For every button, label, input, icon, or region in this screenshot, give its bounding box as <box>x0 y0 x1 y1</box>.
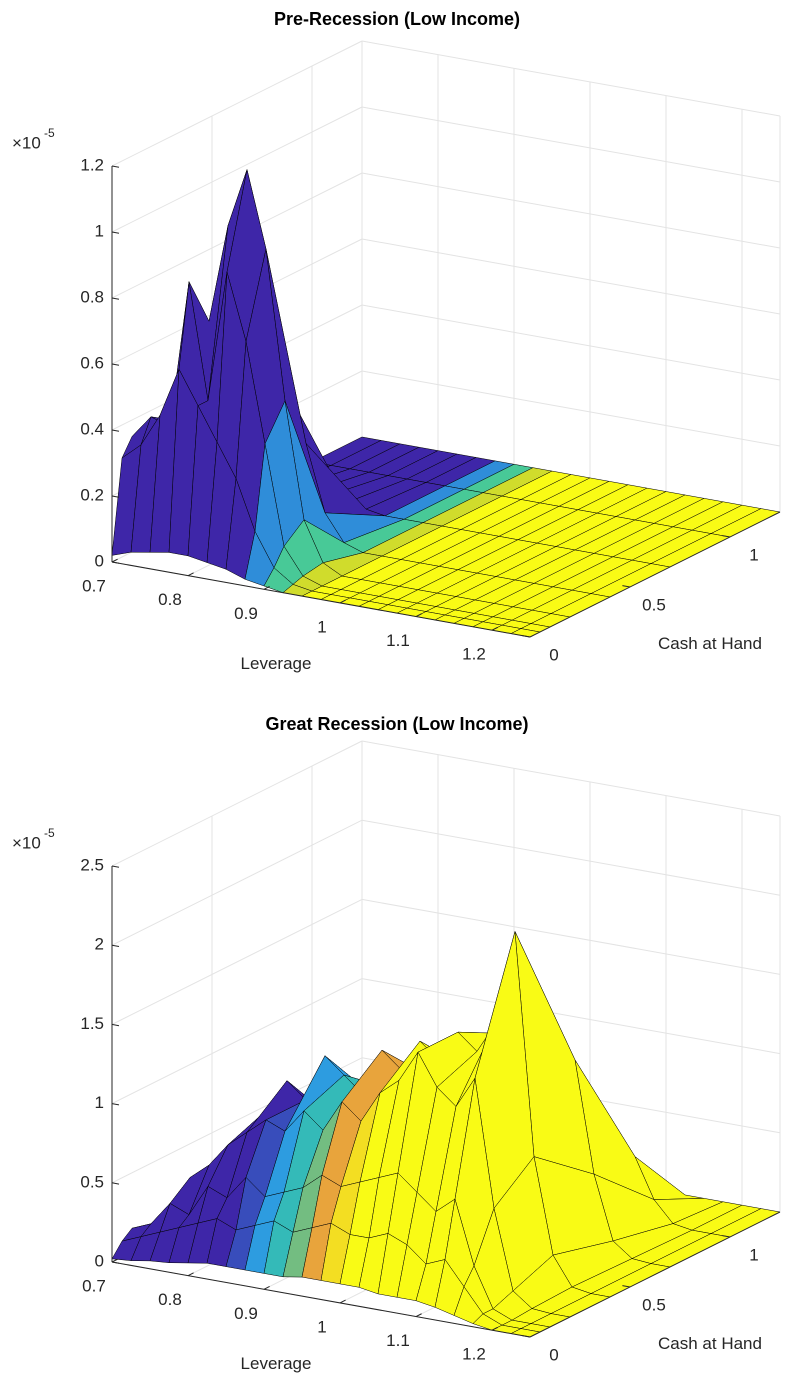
grid-line <box>361 238 781 315</box>
x-tick-label: 0.9 <box>234 1304 258 1323</box>
z-tick <box>111 1103 120 1106</box>
grid-line <box>111 819 363 946</box>
y-tick-label: 0 <box>549 645 558 664</box>
y-tick <box>522 635 531 638</box>
x-tick <box>415 613 422 617</box>
x-tick <box>263 586 270 590</box>
grid-line <box>361 172 781 249</box>
y-tick-label: 1 <box>749 545 758 564</box>
z-tick <box>111 429 120 432</box>
x-tick <box>187 1272 194 1277</box>
y-axis <box>529 511 781 638</box>
x-axis <box>111 561 531 638</box>
x-tick <box>111 1258 118 1263</box>
grid-line <box>111 740 363 867</box>
x-tick-label: 1.2 <box>462 645 486 664</box>
x-tick <box>339 599 346 604</box>
x-axis-label: Leverage <box>241 1354 312 1373</box>
y-axis-label: Cash at Hand <box>658 634 762 653</box>
x-tick-label: 1 <box>317 1317 326 1336</box>
grid-line <box>361 898 781 975</box>
grid-line <box>361 40 781 117</box>
z-multiplier: ×10 <box>12 133 41 152</box>
z-tick <box>111 495 120 498</box>
y-tick-label: 0.5 <box>642 1295 666 1314</box>
z-tick <box>111 363 120 366</box>
z-tick-label: 2.5 <box>80 855 104 874</box>
surface-chart: Pre-Recession (Low Income) 0 0.2 0.4 0.6 0.8 1… <box>12 9 781 673</box>
z-multiplier-exponent: -5 <box>44 126 55 140</box>
grid-line <box>361 370 781 447</box>
z-tick <box>111 944 120 947</box>
x-axis <box>111 1261 531 1338</box>
x-axis-label: Leverage <box>241 654 312 673</box>
z-tick-label: 0.6 <box>80 353 104 372</box>
y-axis <box>529 1211 781 1338</box>
z-tick <box>111 1261 120 1264</box>
z-tick-label: 0.8 <box>80 287 104 306</box>
y-tick-label: 1 <box>749 1245 758 1264</box>
x-tick-label: 0.9 <box>234 604 258 623</box>
chart-title: Great Recession (Low Income) <box>265 714 528 734</box>
z-tick-label: 0.5 <box>80 1172 104 1191</box>
z-tick <box>111 231 120 234</box>
x-tick <box>339 1299 346 1304</box>
z-tick-label: 1 <box>95 1093 104 1112</box>
y-tick <box>622 1285 631 1288</box>
surface-chart: Great Recession (Low Income) 0 0.5 1 1.5 2 2.5… <box>12 714 781 1373</box>
z-tick <box>111 865 120 868</box>
z-tick <box>111 1023 120 1027</box>
grid-line <box>361 304 781 381</box>
y-tick <box>722 1235 731 1238</box>
y-tick <box>722 535 731 538</box>
x-tick-label: 0.8 <box>158 590 182 609</box>
x-tick <box>415 1313 422 1317</box>
grid-line <box>111 978 363 1105</box>
x-tick <box>263 1286 270 1290</box>
z-tick <box>111 165 120 168</box>
x-tick-label: 0.8 <box>158 1290 182 1309</box>
x-tick-label: 1.2 <box>462 1345 486 1364</box>
x-tick-label: 1.1 <box>386 1331 410 1350</box>
y-axis-label: Cash at Hand <box>658 1334 762 1353</box>
grid-line <box>111 106 363 233</box>
z-tick-label: 0.2 <box>80 485 104 504</box>
y-tick <box>622 585 631 588</box>
grid-line <box>111 40 363 167</box>
grid-line <box>361 978 781 1055</box>
z-multiplier: ×10 <box>12 833 41 852</box>
z-multiplier-exponent: -5 <box>44 826 55 840</box>
y-tick-label: 0 <box>549 1345 558 1364</box>
x-tick-label: 1.1 <box>386 631 410 650</box>
z-tick-label: 0 <box>95 1251 104 1270</box>
z-tick <box>111 297 120 300</box>
z-tick-label: 2 <box>95 935 104 954</box>
x-tick-label: 1 <box>317 617 326 636</box>
z-tick <box>111 561 120 564</box>
z-tick <box>111 1182 120 1185</box>
grid-line <box>361 106 781 183</box>
x-tick <box>111 558 118 563</box>
grid-line <box>111 898 363 1025</box>
x-tick-label: 0.7 <box>82 576 106 595</box>
grid-line <box>361 819 781 896</box>
y-tick <box>522 1335 531 1338</box>
grid-line <box>361 740 781 817</box>
z-tick-label: 0 <box>95 551 104 570</box>
chart-title: Pre-Recession (Low Income) <box>274 9 520 29</box>
y-tick-label: 0.5 <box>642 595 666 614</box>
x-tick <box>491 626 498 631</box>
x-tick-label: 0.7 <box>82 1276 106 1295</box>
z-tick-label: 0.4 <box>80 419 104 438</box>
x-tick <box>187 572 194 577</box>
z-tick-label: 1.2 <box>80 155 104 174</box>
z-tick-label: 1.5 <box>80 1014 104 1033</box>
z-tick-label: 1 <box>95 221 104 240</box>
x-tick <box>491 1326 498 1331</box>
